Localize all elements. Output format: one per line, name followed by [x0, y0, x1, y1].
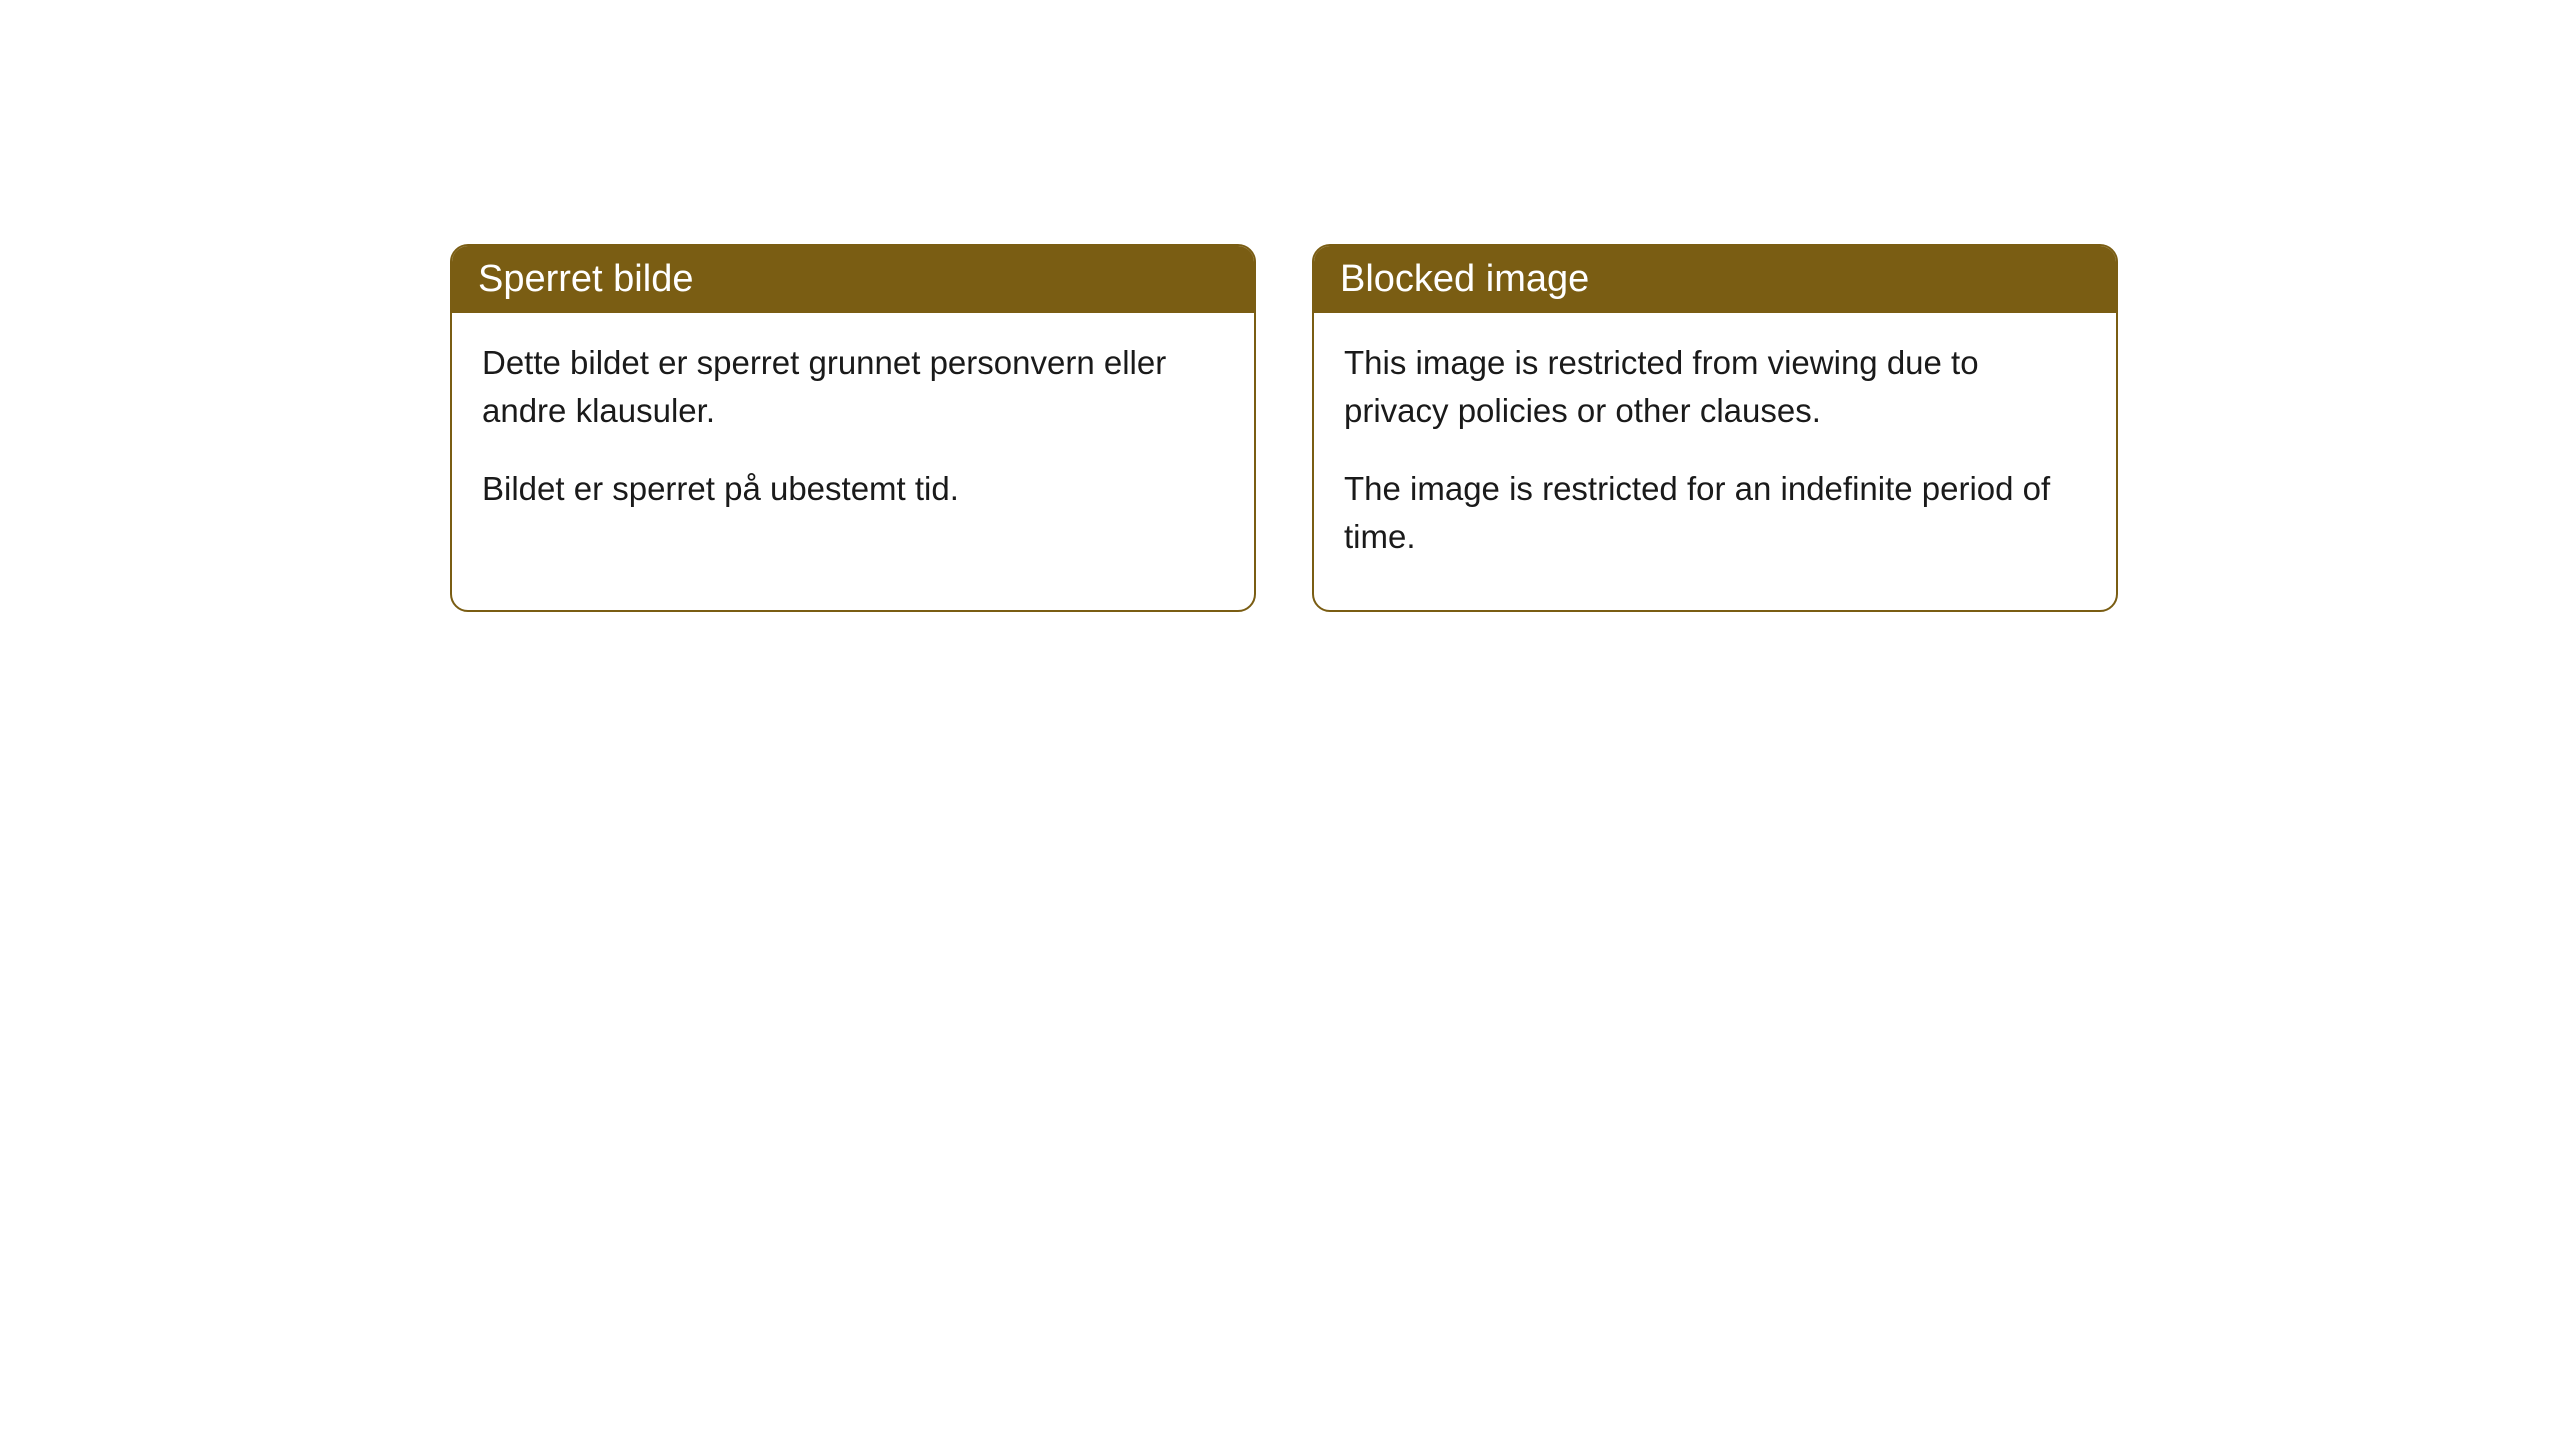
- card-header: Sperret bilde: [452, 246, 1254, 313]
- card-paragraph: Dette bildet er sperret grunnet personve…: [482, 339, 1224, 435]
- card-paragraph: Bildet er sperret på ubestemt tid.: [482, 465, 1224, 513]
- notice-container: Sperret bilde Dette bildet er sperret gr…: [0, 0, 2560, 612]
- card-paragraph: This image is restricted from viewing du…: [1344, 339, 2086, 435]
- notice-card-english: Blocked image This image is restricted f…: [1312, 244, 2118, 612]
- card-paragraph: The image is restricted for an indefinit…: [1344, 465, 2086, 561]
- card-body: Dette bildet er sperret grunnet personve…: [452, 313, 1254, 563]
- notice-card-norwegian: Sperret bilde Dette bildet er sperret gr…: [450, 244, 1256, 612]
- card-body: This image is restricted from viewing du…: [1314, 313, 2116, 610]
- card-header: Blocked image: [1314, 246, 2116, 313]
